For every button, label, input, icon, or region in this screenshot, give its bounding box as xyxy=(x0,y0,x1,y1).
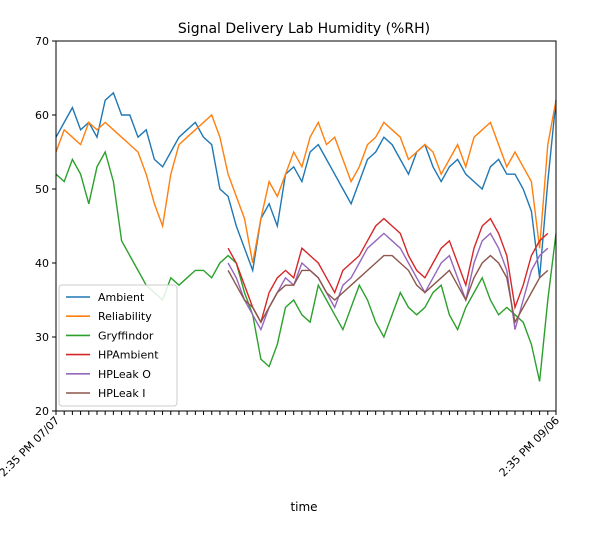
x-tick-label: 2:35 PM 09/06 xyxy=(497,414,562,479)
legend-label: Gryffindor xyxy=(98,329,154,342)
legend-label: HPAmbient xyxy=(98,349,159,362)
y-tick-label: 50 xyxy=(35,183,49,196)
x-tick-label: 2:35 PM 07/07 xyxy=(0,414,62,479)
legend-label: Ambient xyxy=(98,291,145,304)
series-line-ambient xyxy=(55,91,557,278)
series-line-hpleak-o xyxy=(227,232,549,332)
y-axis: 20 30 40 50 60 70 xyxy=(35,35,56,418)
y-tick-label: 30 xyxy=(35,331,49,344)
y-tick-label: 70 xyxy=(35,35,49,48)
y-tick-label: 40 xyxy=(35,257,49,270)
axes-frame xyxy=(55,40,557,412)
chart-title: Signal Delivery Lab Humidity (%RH) xyxy=(178,21,430,37)
legend-label: HPLeak I xyxy=(98,387,145,400)
series-line-hpleak-i xyxy=(227,254,549,325)
x-axis-label: time xyxy=(290,500,317,514)
y-tick-label: 20 xyxy=(35,405,49,418)
legend-box xyxy=(58,284,178,407)
legend: Ambient Reliability Gryffindor HPAmbient HPL… xyxy=(58,284,178,407)
legend-label: Reliability xyxy=(98,310,152,323)
legend-label: HPLeak O xyxy=(98,368,151,381)
series-line-gryffindor xyxy=(55,150,557,382)
plot-area xyxy=(55,91,557,382)
y-tick-label: 60 xyxy=(35,109,49,122)
x-axis: 2:35 PM 07/07 2:35 PM 09/06 xyxy=(0,411,562,479)
series-line-hpambient xyxy=(227,217,549,325)
series-line-reliability xyxy=(55,100,557,264)
